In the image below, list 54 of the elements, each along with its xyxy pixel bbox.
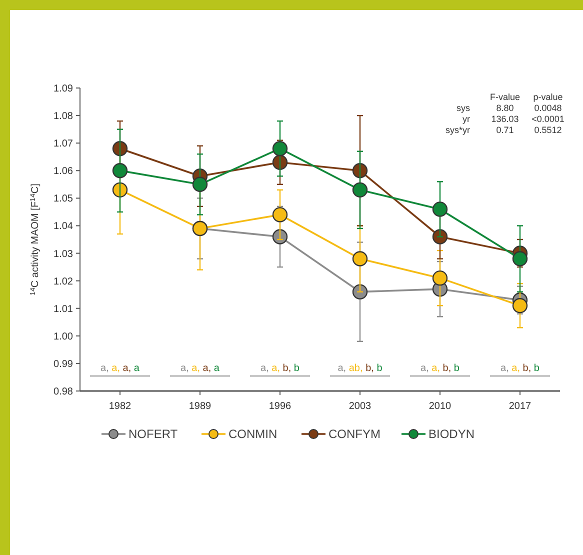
y-tick-label: 1.06 <box>54 166 74 178</box>
x-tick-label: 2003 <box>348 401 372 412</box>
annotation: F-value <box>490 92 520 102</box>
annotation: sys <box>456 103 470 113</box>
annotation: 8.80 <box>496 103 514 113</box>
y-tick-label: 1.02 <box>54 276 74 288</box>
point <box>352 284 368 300</box>
annotation: a, a, a, a <box>180 363 220 374</box>
annotation: 136.03 <box>491 114 519 124</box>
point <box>192 176 208 192</box>
point <box>272 141 288 156</box>
point <box>112 182 128 198</box>
y-tick-label: 1.09 <box>54 84 74 94</box>
y-tick-label: 1.00 <box>54 331 74 342</box>
x-tick-label: 1996 <box>268 401 292 412</box>
annotation: a, a, b, b <box>420 363 460 374</box>
y-tick-label: 1.04 <box>54 221 74 232</box>
annotation: 0.0048 <box>534 103 562 113</box>
x-tick-label: 1982 <box>108 401 132 412</box>
legend-label: CONMIN <box>228 427 278 442</box>
annotation: p-value <box>533 92 563 102</box>
annotation: 0.71 <box>496 125 514 135</box>
y-tick-label: 1.08 <box>54 111 74 122</box>
y-tick-label: 1.07 <box>54 138 74 150</box>
point <box>112 141 128 156</box>
point <box>352 182 368 198</box>
x-tick-label: 2010 <box>428 401 452 412</box>
annotation: sys*yr <box>446 125 470 135</box>
point <box>112 163 128 178</box>
y-tick-label: 1.01 <box>54 304 74 315</box>
legend-label: CONFYM <box>328 427 380 442</box>
annotation: a, ab, b, b <box>338 363 383 374</box>
legend-label: NOFERT <box>128 427 178 442</box>
y-tick-label: 0.99 <box>54 358 74 370</box>
y-tick-label: 1.03 <box>54 248 74 260</box>
legend-label: BIODYN <box>428 427 475 442</box>
annotation: a, a, a, a <box>100 363 140 374</box>
point <box>512 251 528 266</box>
point <box>352 163 368 178</box>
annotation: yr <box>462 114 470 124</box>
y-tick-label: 0.98 <box>54 386 74 398</box>
point <box>352 251 368 266</box>
x-tick-label: 1989 <box>188 401 212 412</box>
point <box>272 207 288 222</box>
x-tick-label: 2017 <box>508 401 532 412</box>
annotation: <0.0001 <box>532 114 564 124</box>
annotation: 0.5512 <box>534 125 562 135</box>
point <box>512 298 528 314</box>
point <box>432 270 448 286</box>
point <box>272 154 288 170</box>
y-tick-label: 1.05 <box>54 194 74 205</box>
annotation: a, a, b, b <box>260 363 300 374</box>
point <box>432 202 448 217</box>
annotation: a, a, b, b <box>500 363 540 374</box>
